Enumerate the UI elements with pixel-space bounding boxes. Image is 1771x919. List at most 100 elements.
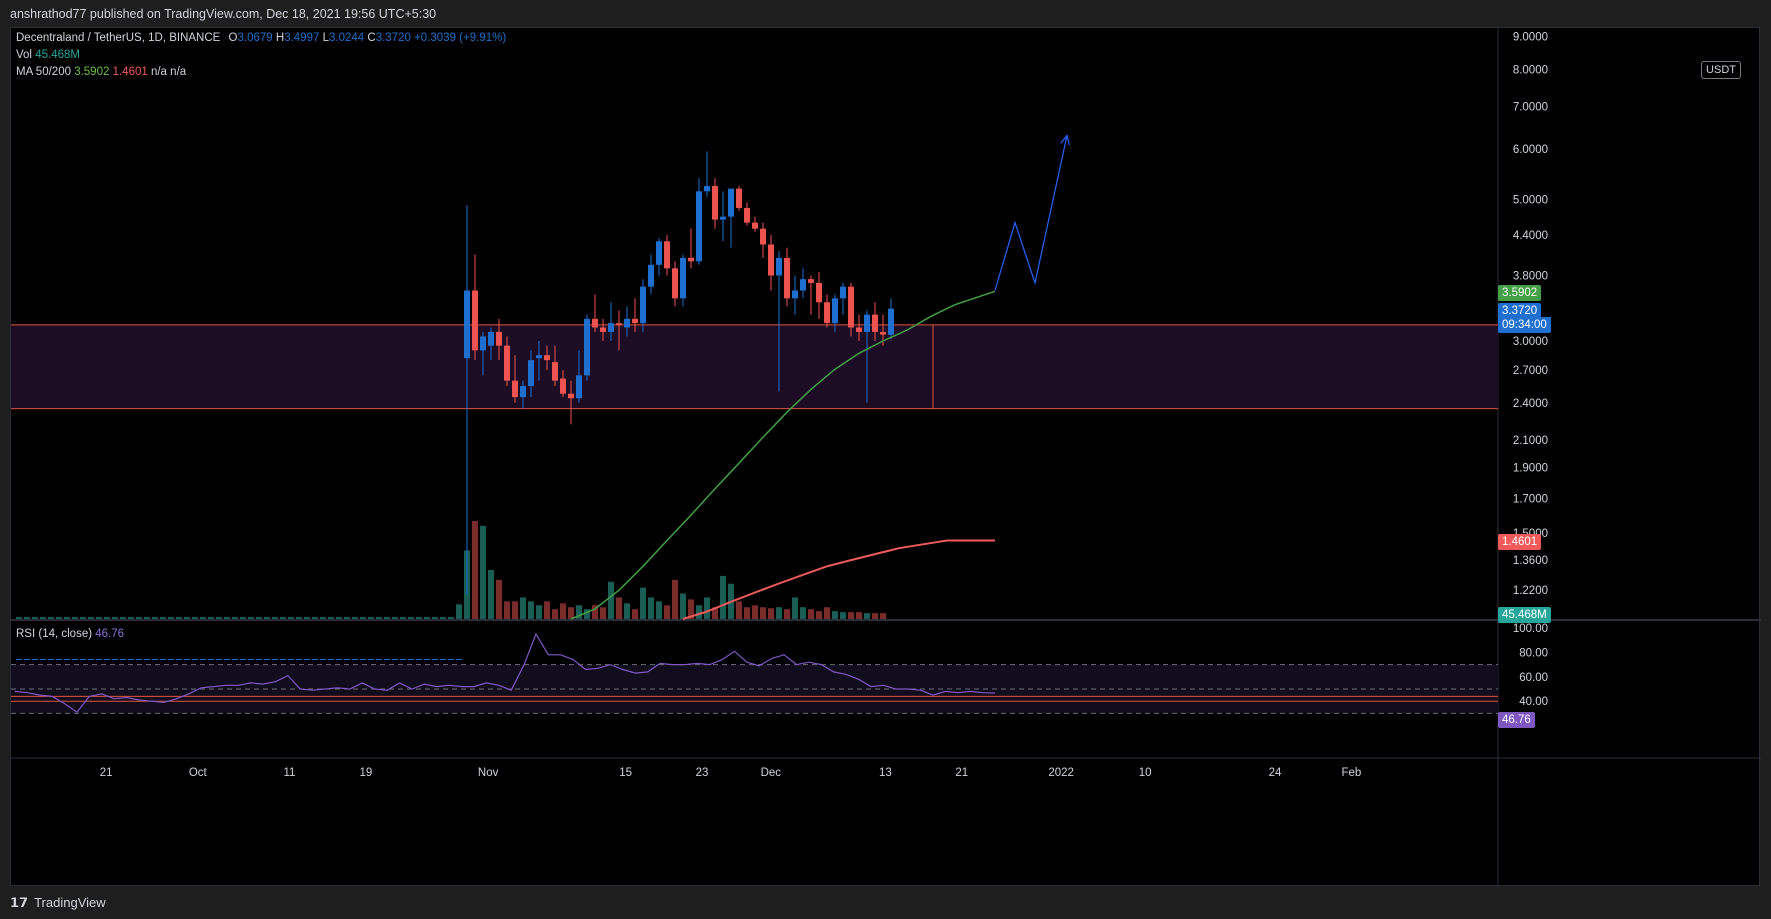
- volume-bar: [520, 597, 526, 619]
- volume-bar: [112, 617, 118, 619]
- volume-bar: [560, 603, 566, 619]
- time-tick-label: Oct: [189, 767, 208, 779]
- volume-bar: [88, 617, 94, 619]
- volume-legend-label[interactable]: Vol: [16, 49, 32, 61]
- time-tick-label: Nov: [478, 767, 499, 779]
- volume-bar: [704, 597, 710, 619]
- rsi-legend-label[interactable]: RSI (14, close): [16, 628, 93, 640]
- volume-bar: [40, 617, 46, 619]
- volume-bar: [224, 617, 230, 619]
- footer: 𝟭𝟳 TradingView: [10, 886, 106, 919]
- candle-body: [736, 188, 742, 208]
- candle-body: [672, 268, 678, 299]
- volume-bar: [360, 617, 366, 619]
- volume-bar: [376, 617, 382, 619]
- candle-body: [888, 308, 894, 335]
- candle-body: [512, 380, 518, 398]
- volume-bar: [504, 601, 510, 619]
- published-line: anshrathod77 published on TradingView.co…: [10, 7, 437, 21]
- volume-bar: [552, 609, 558, 619]
- volume-bar: [856, 612, 862, 619]
- time-tick-label: 11: [284, 767, 296, 779]
- candle-body: [536, 355, 542, 359]
- volume-bar: [32, 617, 38, 619]
- volume-bar: [208, 617, 214, 619]
- volume-bar: [720, 575, 726, 619]
- volume-bar: [864, 613, 870, 619]
- ma50-legend-value: 3.5902: [74, 66, 110, 78]
- volume-legend-value: 45.468M: [35, 49, 80, 61]
- candle-body: [688, 257, 694, 262]
- candle-body: [656, 241, 662, 265]
- candle-body: [864, 314, 870, 332]
- chart-svg[interactable]: 9.0000 8.0000 7.0000 6.0000 5.0000 4.4000 3.80…: [11, 28, 1761, 887]
- volume-bar: [640, 587, 646, 619]
- ma50-line: [570, 290, 996, 620]
- candle-body: [496, 331, 502, 346]
- volume-bar: [424, 617, 430, 619]
- volume-bar: [584, 609, 590, 619]
- countdown-badge: 09:34:00: [1498, 317, 1551, 333]
- volume-bar: [472, 521, 478, 619]
- tradingview-logo-icon: 𝟭𝟳: [10, 895, 29, 910]
- change-value: +0.3039 (+9.91%): [414, 32, 507, 44]
- volume-bar: [320, 617, 326, 619]
- price-tick-label: 4.4000: [1513, 230, 1548, 242]
- volume-bar: [568, 607, 574, 619]
- candle-body: [768, 244, 774, 276]
- candle-body: [568, 393, 574, 399]
- volume-bar: [392, 617, 398, 619]
- rsi-legend: RSI (14, close) 46.76: [16, 626, 124, 643]
- volume-bar: [456, 604, 462, 619]
- candle-body: [752, 222, 758, 229]
- rsi-tick-label: 80.00: [1519, 647, 1548, 659]
- volume-bar: [496, 579, 502, 619]
- symbol-title[interactable]: Decentraland / TetherUS, 1D, BINANCE: [16, 32, 221, 44]
- volume-bar: [840, 612, 846, 619]
- volume-bar: [232, 617, 238, 619]
- time-tick-label: 13: [879, 767, 892, 779]
- price-tick-label: 3.0000: [1513, 336, 1548, 348]
- candle-body: [696, 191, 702, 262]
- candle-body: [640, 286, 646, 324]
- volume-bar: [352, 617, 358, 619]
- price-tick-label: 1.9000: [1513, 463, 1548, 475]
- volume-bar: [256, 617, 262, 619]
- price-tick-label: 7.0000: [1513, 101, 1548, 113]
- volume-bar: [296, 617, 302, 619]
- currency-button[interactable]: USDT: [1701, 61, 1741, 79]
- volume-bar: [744, 607, 750, 619]
- volume-bar: [120, 617, 126, 619]
- volume-bar: [608, 581, 614, 619]
- candle-body: [472, 290, 478, 351]
- volume-bar: [264, 617, 270, 619]
- candle-body: [784, 257, 790, 299]
- volume-bar: [328, 617, 334, 619]
- rsi-badge: 46.76: [1498, 712, 1535, 728]
- volume-bar: [528, 601, 534, 619]
- chart-frame[interactable]: 9.0000 8.0000 7.0000 6.0000 5.0000 4.4000 3.80…: [10, 27, 1761, 887]
- volume-bar: [536, 605, 542, 619]
- volume-bar: [600, 607, 606, 619]
- candle-body: [728, 188, 734, 217]
- volume-bar: [56, 617, 62, 619]
- price-tick-label: 9.0000: [1513, 32, 1548, 44]
- candle-body: [480, 336, 486, 351]
- volume-bar: [16, 617, 22, 619]
- volume-bar: [480, 525, 486, 619]
- volume-bar: [752, 605, 758, 619]
- volume-bar: [80, 617, 86, 619]
- ma-legend-label[interactable]: MA 50/200: [16, 66, 71, 78]
- candle-body: [880, 331, 886, 335]
- volume-bar: [632, 609, 638, 619]
- time-tick-label: 21: [955, 767, 968, 779]
- candle-body: [488, 331, 494, 346]
- rsi-tick-label: 100.00: [1513, 623, 1548, 635]
- candle-body: [712, 185, 718, 220]
- volume-bar: [216, 617, 222, 619]
- price-tick-label: 2.1000: [1513, 435, 1548, 447]
- candle-body: [560, 378, 566, 394]
- ma200-price-badge: 1.4601: [1498, 534, 1542, 550]
- volume-bar: [280, 617, 286, 619]
- volume-bar: [384, 617, 390, 619]
